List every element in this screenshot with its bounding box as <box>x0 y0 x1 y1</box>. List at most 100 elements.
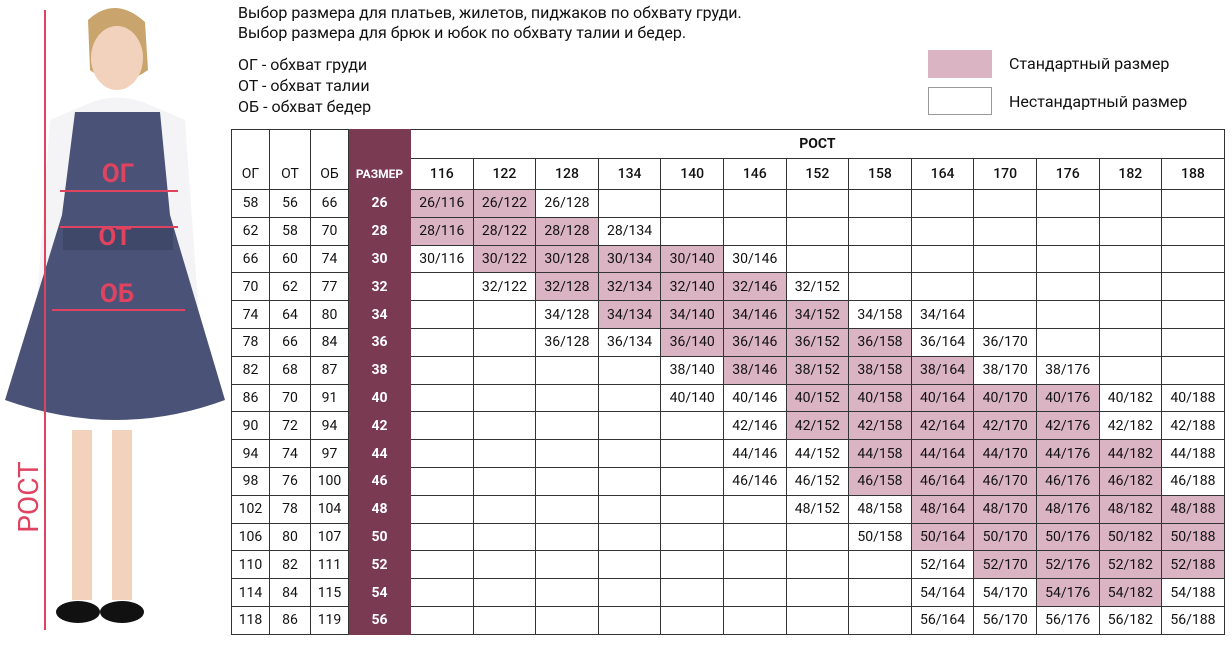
size-height-cell: 44/170 <box>973 439 1037 468</box>
empty-cell <box>535 605 599 635</box>
hips-cell: 104 <box>310 494 349 524</box>
size-height-cell: 56/182 <box>1098 605 1163 635</box>
column-header: ОГ <box>231 158 270 190</box>
chest-cell: 110 <box>231 550 270 580</box>
size-height-cell: 46/158 <box>848 466 912 496</box>
hips-cell: 107 <box>310 522 349 552</box>
size-height-cell: 50/188 <box>1161 522 1225 552</box>
size-height-cell: 26/116 <box>410 189 474 218</box>
size-height-cell: 54/188 <box>1161 578 1225 607</box>
empty-cell <box>660 439 724 468</box>
size-height-cell: 36/164 <box>910 327 975 357</box>
size-height-cell: 48/170 <box>973 494 1037 524</box>
empty-cell <box>472 578 537 607</box>
table-row: 102 78 104 48 48/152 48/158 48/164 48/170 48/176… <box>231 494 1225 524</box>
empty-cell <box>597 605 662 635</box>
empty-cell <box>722 578 787 607</box>
empty-cell <box>535 578 599 607</box>
chest-cell: 102 <box>231 494 270 524</box>
column-header: ОТ <box>269 158 311 190</box>
empty-cell <box>597 466 662 496</box>
empty-cell <box>660 411 724 441</box>
size-height-cell: 40/182 <box>1098 383 1163 413</box>
waist-cell: 60 <box>269 244 311 274</box>
empty-cell <box>848 216 912 246</box>
header-line: Выбор размера для платьев, жилетов, пидж… <box>238 3 742 22</box>
empty-cell <box>1161 216 1225 246</box>
empty-cell <box>410 605 474 635</box>
photo: ОГ ОТ ОБ РОСТ <box>0 0 230 658</box>
empty-cell <box>597 578 662 607</box>
size-cell: 44 <box>348 439 411 468</box>
empty-cell <box>472 327 537 357</box>
empty-cell <box>1098 216 1163 246</box>
empty-cell <box>1161 327 1225 357</box>
size-cell: 50 <box>348 522 411 552</box>
size-height-cell: 42/188 <box>1161 411 1225 441</box>
size-height-cell: 42/146 <box>722 411 787 441</box>
empty-cell <box>410 383 474 413</box>
hips-cell: 66 <box>310 189 349 218</box>
size-height-cell: 34/128 <box>535 300 599 329</box>
size-height-cell: 54/182 <box>1098 578 1163 607</box>
empty-cell <box>848 272 912 302</box>
empty-cell <box>410 411 474 441</box>
table-row: 106 80 107 50 50/158 50/164 50/170 50/176 50/182… <box>231 522 1225 552</box>
size-height-cell: 50/158 <box>848 522 912 552</box>
empty-cell <box>785 189 850 218</box>
empty-cell <box>410 439 474 468</box>
size-height-cell: 56/188 <box>1161 605 1225 635</box>
chest-cell: 78 <box>231 327 270 357</box>
size-height-cell: 26/128 <box>535 189 599 218</box>
size-height-cell: 38/152 <box>785 355 850 385</box>
empty-cell <box>1161 272 1225 302</box>
size-height-cell: 38/158 <box>848 355 912 385</box>
empty-cell <box>973 189 1037 218</box>
column-header: РАЗМЕР <box>348 158 411 190</box>
empty-cell <box>1161 355 1225 385</box>
size-height-cell: 52/164 <box>910 550 975 580</box>
hips-cell: 80 <box>310 300 349 329</box>
empty-cell <box>1098 272 1163 302</box>
empty-cell <box>597 189 662 218</box>
legend-label: Стандартный размер <box>1009 54 1170 73</box>
empty-cell <box>785 244 850 274</box>
table-row: ОГ ОТ ОБ РАЗМЕР 116 122 128 134 140 146 152 158 164 1… <box>231 158 1225 190</box>
size-height-cell: 52/176 <box>1035 550 1100 580</box>
chest-cell: 86 <box>231 383 270 413</box>
hips-label: ОБ <box>100 279 134 309</box>
height-header: 176 <box>1035 158 1100 190</box>
size-height-cell: 46/146 <box>722 466 787 496</box>
empty-cell <box>597 522 662 552</box>
size-height-cell: 42/158 <box>848 411 912 441</box>
size-height-cell: 46/152 <box>785 466 850 496</box>
height-header: 188 <box>1161 158 1225 190</box>
empty-cell <box>410 550 474 580</box>
empty-cell <box>722 494 787 524</box>
size-height-cell: 38/170 <box>973 355 1037 385</box>
empty-cell <box>848 189 912 218</box>
empty-cell <box>660 578 724 607</box>
legend-swatch <box>928 50 992 78</box>
size-height-cell: 50/182 <box>1098 522 1163 552</box>
height-header: 134 <box>597 158 662 190</box>
empty-cell <box>660 466 724 496</box>
empty-cell <box>660 494 724 524</box>
size-height-cell: 54/170 <box>973 578 1037 607</box>
empty-cell <box>410 272 474 302</box>
size-height-cell: 30/146 <box>722 244 787 274</box>
empty-cell <box>848 605 912 635</box>
size-height-cell: 48/182 <box>1098 494 1163 524</box>
table-row: 94 74 97 44 44/146 44/152 44/158 44/164 44/170 44… <box>231 439 1225 468</box>
empty-cell <box>597 439 662 468</box>
height-header: 146 <box>722 158 787 190</box>
size-height-cell: 48/152 <box>785 494 850 524</box>
empty-cell <box>472 355 537 385</box>
empty-cell <box>410 494 474 524</box>
empty-cell <box>597 355 662 385</box>
empty-cell <box>722 522 787 552</box>
chest-cell: 74 <box>231 300 270 329</box>
size-height-cell: 40/188 <box>1161 383 1225 413</box>
height-header: 140 <box>660 158 724 190</box>
size-height-cell: 50/176 <box>1035 522 1100 552</box>
